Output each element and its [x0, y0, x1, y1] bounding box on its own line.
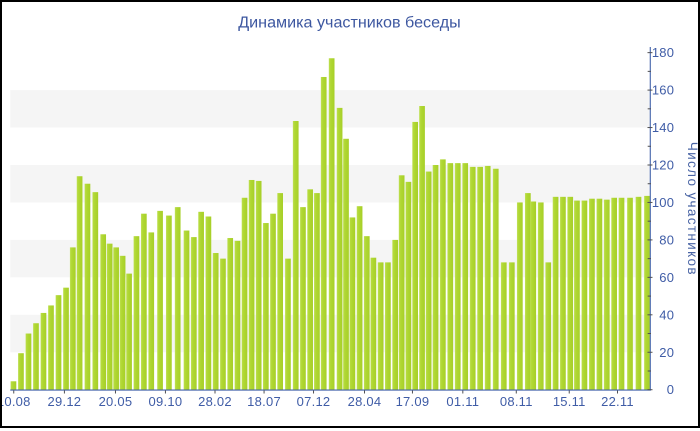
- svg-text:120: 120: [652, 157, 674, 172]
- svg-text:28.02: 28.02: [198, 394, 232, 409]
- svg-text:09.10: 09.10: [149, 394, 183, 409]
- svg-text:0: 0: [667, 382, 674, 397]
- svg-text:17.09: 17.09: [396, 394, 430, 409]
- svg-text:15.11: 15.11: [553, 394, 586, 409]
- svg-text:80: 80: [659, 232, 674, 247]
- svg-text:40: 40: [659, 307, 674, 322]
- svg-text:29.12: 29.12: [48, 394, 82, 409]
- svg-text:140: 140: [652, 120, 674, 135]
- svg-text:Число участников: Число участников: [685, 142, 698, 276]
- svg-text:180: 180: [652, 45, 674, 60]
- svg-text:60: 60: [659, 270, 674, 285]
- svg-text:100: 100: [652, 195, 674, 210]
- svg-text:10.08: 10.08: [2, 394, 31, 409]
- svg-text:01.11: 01.11: [446, 394, 479, 409]
- svg-text:20: 20: [659, 345, 674, 360]
- svg-text:22.11: 22.11: [601, 394, 634, 409]
- svg-text:07.12: 07.12: [297, 394, 331, 409]
- svg-text:18.07: 18.07: [247, 394, 281, 409]
- svg-text:160: 160: [652, 83, 674, 98]
- svg-text:28.04: 28.04: [348, 394, 382, 409]
- svg-text:20.05: 20.05: [99, 394, 133, 409]
- svg-text:08.11: 08.11: [500, 394, 533, 409]
- svg-text:Динамика участников беседы: Динамика участников беседы: [238, 13, 461, 31]
